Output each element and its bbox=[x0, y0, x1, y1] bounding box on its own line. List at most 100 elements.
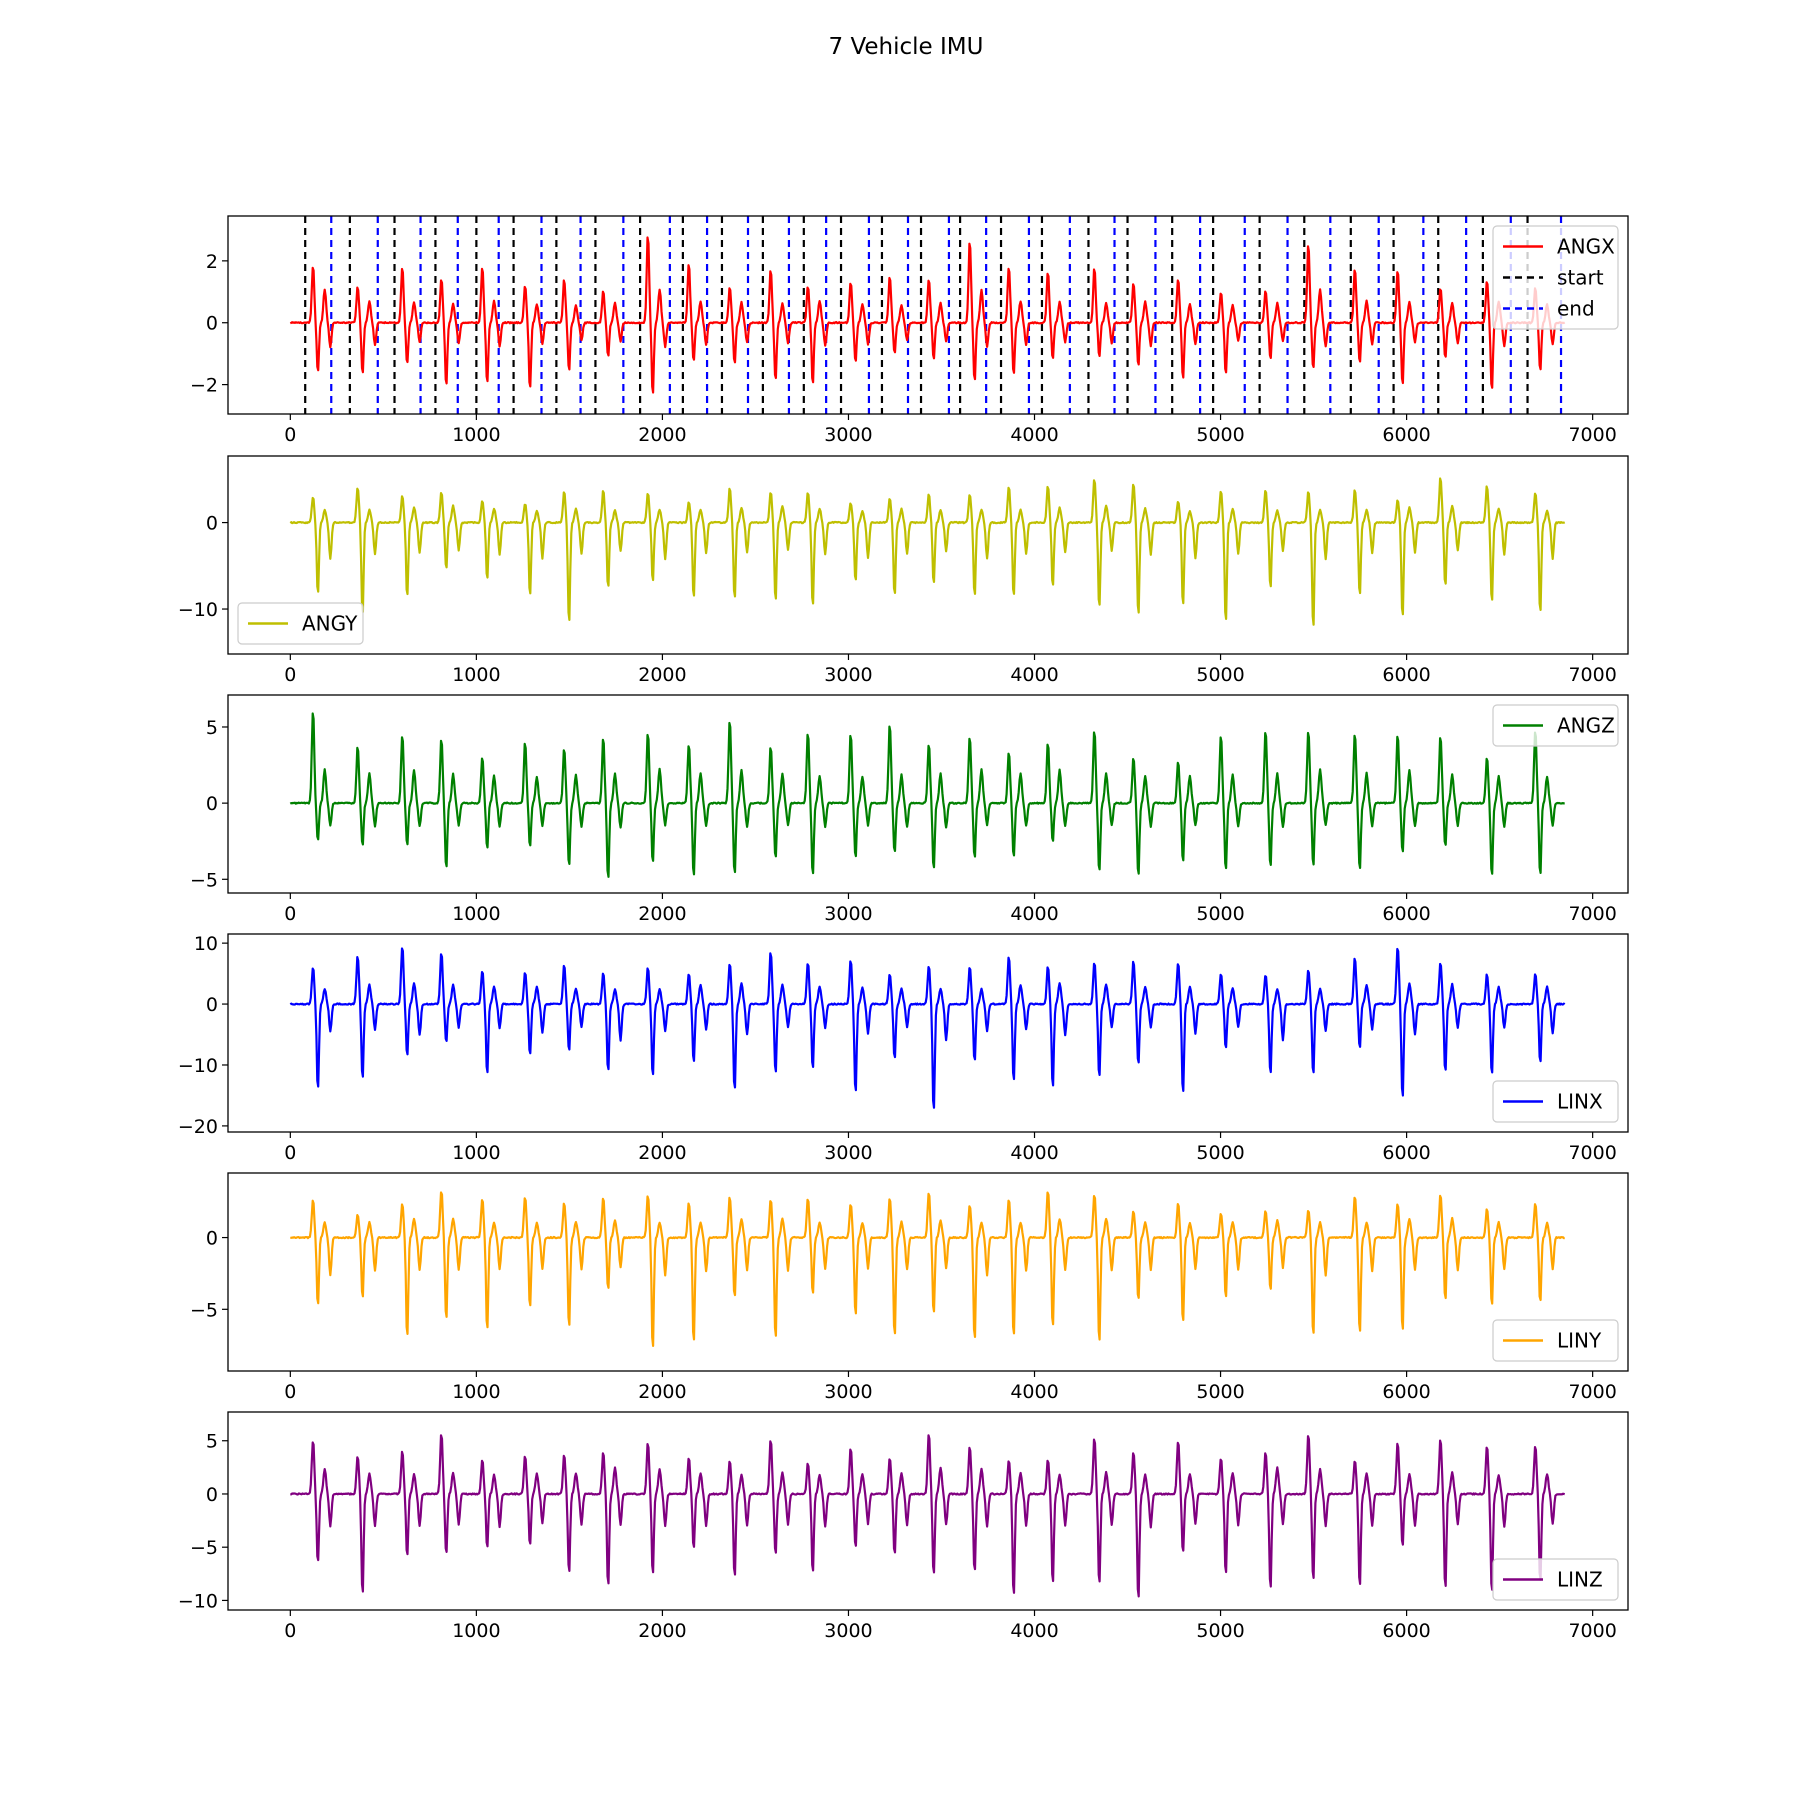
x-tick-label: 6000 bbox=[1382, 664, 1430, 686]
legend-label: start bbox=[1557, 266, 1604, 290]
legend-box bbox=[1492, 1558, 1619, 1601]
legend: LINZ bbox=[1492, 1558, 1619, 1601]
y-tick-label: −2 bbox=[190, 375, 218, 397]
x-tick-label: 5000 bbox=[1196, 424, 1244, 446]
y-tick-label: −5 bbox=[190, 869, 218, 891]
x-tick-label: 4000 bbox=[1010, 424, 1058, 446]
series-linz-line bbox=[290, 1434, 1566, 1598]
series-angy-line bbox=[289, 477, 1566, 626]
x-tick-label: 0 bbox=[284, 1381, 296, 1403]
x-tick-label: 5000 bbox=[1196, 1142, 1244, 1164]
y-tick-label: −20 bbox=[178, 1116, 218, 1138]
x-tick-label: 4000 bbox=[1010, 1142, 1058, 1164]
x-tick-label: 2000 bbox=[638, 424, 686, 446]
series-angz-line bbox=[289, 712, 1565, 878]
legend: ANGX start end bbox=[1492, 225, 1619, 330]
axes-frame bbox=[227, 1411, 1629, 1611]
x-tick-label: 1000 bbox=[452, 664, 500, 686]
legend-label: LINZ bbox=[1557, 1568, 1603, 1592]
subplot-3: 0 1000 2000 3000 4000 5000 6000 7000 −5 0 5 ANGZ bbox=[190, 694, 1629, 925]
subplots: 0 1000 2000 3000 4000 5000 6000 7000−202ANGXsta… bbox=[178, 215, 1629, 1642]
legend-label: ANGX bbox=[1557, 235, 1615, 259]
figure-title: 7 Vehicle IMU bbox=[829, 34, 984, 60]
x-tick-label: 5000 bbox=[1196, 1620, 1244, 1642]
series-angx-line bbox=[289, 236, 1566, 394]
x-tick-label: 2000 bbox=[638, 664, 686, 686]
series-liny-line bbox=[290, 1191, 1565, 1347]
y-tick-label: −10 bbox=[178, 1590, 218, 1612]
y-tick-label: −10 bbox=[178, 599, 218, 621]
axes-frame bbox=[227, 455, 1629, 655]
x-tick-label: 4000 bbox=[1010, 903, 1058, 925]
x-tick-label: 5000 bbox=[1196, 1381, 1244, 1403]
axes-frame bbox=[227, 933, 1629, 1133]
x-tick-label: 7000 bbox=[1568, 1142, 1616, 1164]
legend-box bbox=[1492, 704, 1619, 747]
x-tick-label: 6000 bbox=[1382, 1381, 1430, 1403]
x-tick-label: 7000 bbox=[1568, 903, 1616, 925]
x-tick-label: 2000 bbox=[638, 1142, 686, 1164]
x-tick-label: 0 bbox=[284, 903, 296, 925]
x-tick-label: 7000 bbox=[1568, 664, 1616, 686]
x-tick-label: 5000 bbox=[1196, 664, 1244, 686]
subplot-2: 0 1000 2000 3000 4000 5000 6000 7000 −10 0 ANGY bbox=[178, 455, 1629, 686]
x-tick-label: 6000 bbox=[1382, 424, 1430, 446]
x-tick-label: 3000 bbox=[824, 1381, 872, 1403]
legend: LINX bbox=[1492, 1080, 1619, 1123]
x-tick-label: 4000 bbox=[1010, 1620, 1058, 1642]
x-tick-label: 1000 bbox=[452, 1142, 500, 1164]
legend: ANGY bbox=[237, 602, 364, 645]
y-tick-label: 2 bbox=[206, 251, 218, 273]
y-tick-label: 0 bbox=[206, 1484, 218, 1506]
x-tick-label: 0 bbox=[284, 664, 296, 686]
x-tick-label: 7000 bbox=[1568, 1620, 1616, 1642]
subplot-5: 0 1000 2000 3000 4000 5000 6000 7000 −5 0 LINY bbox=[190, 1172, 1629, 1403]
axes-frame bbox=[227, 215, 1629, 415]
y-tick-label: 0 bbox=[206, 513, 218, 535]
x-tick-label: 3000 bbox=[824, 424, 872, 446]
y-tick-label: −5 bbox=[190, 1537, 218, 1559]
x-tick-label: 0 bbox=[284, 424, 296, 446]
legend-box bbox=[237, 602, 364, 645]
x-tick-label: 3000 bbox=[824, 1142, 872, 1164]
legend-box bbox=[1492, 1319, 1619, 1362]
legend-label: ANGZ bbox=[1557, 714, 1615, 738]
x-tick-label: 1000 bbox=[452, 424, 500, 446]
x-tick-label: 7000 bbox=[1568, 424, 1616, 446]
x-tick-label: 7000 bbox=[1568, 1381, 1616, 1403]
subplot-1: 0 1000 2000 3000 4000 5000 6000 7000 −2 0 2 ANGX sta… bbox=[190, 215, 1629, 446]
x-tick-label: 1000 bbox=[452, 903, 500, 925]
subplot-4: 0 1000 2000 3000 4000 5000 6000 7000 −20 −10 0 10 LI… bbox=[178, 933, 1629, 1164]
x-tick-label: 2000 bbox=[638, 903, 686, 925]
y-tick-label: 5 bbox=[206, 717, 218, 739]
x-tick-label: 6000 bbox=[1382, 1142, 1430, 1164]
x-tick-label: 0 bbox=[284, 1142, 296, 1164]
legend-label: ANGY bbox=[302, 612, 358, 636]
legend: LINY bbox=[1492, 1319, 1619, 1362]
x-tick-label: 5000 bbox=[1196, 903, 1244, 925]
x-tick-label: 6000 bbox=[1382, 903, 1430, 925]
legend-box bbox=[1492, 1080, 1619, 1123]
y-tick-label: 10 bbox=[194, 933, 218, 955]
legend-label: end bbox=[1557, 297, 1595, 321]
y-tick-label: 5 bbox=[206, 1431, 218, 1453]
axes-frame bbox=[227, 1172, 1629, 1372]
x-tick-label: 3000 bbox=[824, 664, 872, 686]
legend: ANGZ bbox=[1492, 704, 1619, 747]
x-tick-label: 4000 bbox=[1010, 664, 1058, 686]
subplot-6: 0 1000 2000 3000 4000 5000 6000 7000 −10 −5 0 5 LINZ bbox=[178, 1411, 1629, 1642]
x-tick-label: 2000 bbox=[638, 1620, 686, 1642]
legend-label: LINY bbox=[1557, 1329, 1602, 1353]
y-tick-label: 0 bbox=[206, 1228, 218, 1250]
y-tick-label: 0 bbox=[206, 793, 218, 815]
y-tick-label: −5 bbox=[190, 1299, 218, 1321]
series-linx-line bbox=[289, 947, 1566, 1109]
x-tick-label: 6000 bbox=[1382, 1620, 1430, 1642]
x-tick-label: 3000 bbox=[824, 903, 872, 925]
axes-frame bbox=[227, 694, 1629, 894]
y-tick-label: 0 bbox=[206, 313, 218, 335]
x-tick-label: 1000 bbox=[452, 1620, 500, 1642]
x-tick-label: 3000 bbox=[824, 1620, 872, 1642]
x-tick-label: 0 bbox=[284, 1620, 296, 1642]
